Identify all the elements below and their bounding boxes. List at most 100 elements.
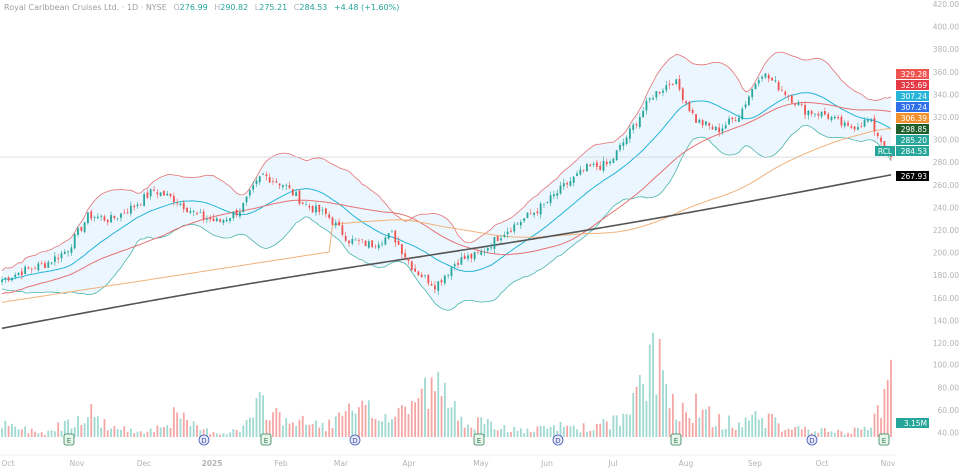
candle-body [143,194,146,206]
volume-bar [652,332,654,437]
symbol-tag-label: RCL [878,147,893,156]
candle-body [658,92,661,94]
candle-body [275,181,278,183]
volume-bar [381,421,383,437]
candle-body [205,218,208,220]
volume-bar [685,412,688,437]
candle-body [668,83,671,85]
volume-bar [50,430,53,437]
volume-bar [268,420,271,437]
candle-body [635,124,638,126]
volume-bar [668,408,671,437]
volume-bar [239,432,241,437]
candle-body [113,215,116,219]
candle-body [410,261,413,270]
volume-bar [60,430,63,437]
volume-bar [784,429,787,437]
volume-bar [857,427,859,437]
candle-body [354,239,357,241]
volume-bar [430,377,433,437]
candle-body [417,271,420,276]
volume-bar [675,419,678,437]
volume-bar [549,426,552,437]
earnings-marker[interactable]: E [670,433,682,446]
x-tick-label: Feb [274,459,288,468]
candle-body [731,117,734,120]
candle-body [434,285,436,290]
volume-bar [242,425,245,437]
candle-body [830,117,833,120]
volume-bar [767,413,770,437]
volume-bar [331,428,334,437]
price-tag [896,135,929,145]
earnings-marker[interactable]: E [260,433,272,446]
candle-body [566,182,569,185]
event-label: E [67,437,71,445]
volume-bar [298,419,301,437]
candle-body [53,256,56,262]
volume-bar [129,428,132,437]
volume-bar [110,428,112,437]
candle-body [728,118,730,125]
volume-bar [476,417,479,437]
candle-body [146,192,149,198]
interval[interactable]: 1D [126,3,139,12]
volume-bar [417,397,420,437]
earnings-marker[interactable]: E [473,433,485,446]
candle-body [341,225,344,235]
candle-body [291,189,294,196]
candle-body [153,189,155,191]
candle-body [169,193,172,197]
volume-bar [166,425,169,437]
candle-body [209,218,212,220]
candle-body [850,126,853,128]
candle-body [599,165,602,170]
candle-body [837,117,840,119]
volume-bar [833,432,836,437]
bollinger-lower [1,124,892,311]
candle-body [853,126,856,130]
candle-body [103,216,106,221]
dividend-marker[interactable]: D [198,434,210,446]
candle-body [295,192,298,197]
volume-tag [896,418,929,428]
candle-body [685,101,688,104]
dividend-marker[interactable]: D [349,434,361,446]
chart-legend: Royal Caribbean Cruises Ltd. · 1D · NYSE… [4,3,400,12]
candle-body [648,98,651,100]
volume-bar [790,429,793,437]
volume-bar [30,428,33,437]
candle-body [328,214,331,218]
candle-body [202,211,205,219]
volume-bar [576,429,578,437]
earnings-marker[interactable]: E [63,433,75,446]
volume-bar [638,375,641,437]
volume-bar [67,419,69,437]
candle-body [665,85,668,91]
volume-bar [83,423,86,437]
candle-body [106,219,109,223]
dividend-marker[interactable]: D [806,434,818,446]
symbol-name[interactable]: Royal Caribbean Cruises Ltd. [4,3,120,12]
earnings-icon [670,433,682,446]
volume-bar [93,416,96,437]
dividend-marker[interactable]: D [552,434,564,446]
candle-body [500,238,502,241]
price-tag [896,146,929,156]
y-tick-label: 220.00 [933,226,959,235]
candle-body [757,80,760,84]
earnings-marker[interactable]: E [878,433,890,446]
price-tag-value: 329.28 [901,70,927,79]
volume-bar [278,412,281,437]
exchange: NYSE [145,3,167,12]
volume-bar [245,419,248,437]
y-tick-label: 380.00 [933,45,959,54]
candle-body [110,215,112,223]
volume-bar [731,427,734,437]
candle-body [420,274,423,278]
candle-body [93,217,96,219]
candle-body [549,195,552,203]
volume-bar [747,420,750,437]
volume-bar [681,402,684,437]
